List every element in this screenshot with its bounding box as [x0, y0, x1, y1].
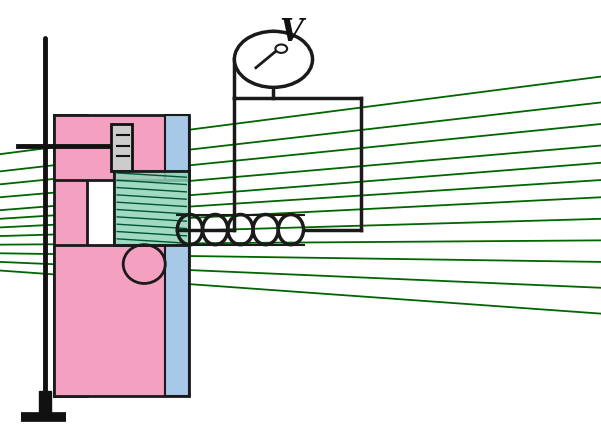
Polygon shape [39, 391, 51, 417]
Polygon shape [87, 181, 189, 245]
Polygon shape [111, 125, 132, 172]
Polygon shape [54, 116, 87, 396]
Text: V: V [279, 17, 304, 48]
Polygon shape [114, 172, 189, 245]
Circle shape [275, 46, 287, 54]
Polygon shape [54, 116, 189, 181]
Polygon shape [54, 245, 189, 396]
Ellipse shape [234, 32, 313, 88]
Polygon shape [165, 116, 189, 181]
Polygon shape [165, 245, 189, 396]
